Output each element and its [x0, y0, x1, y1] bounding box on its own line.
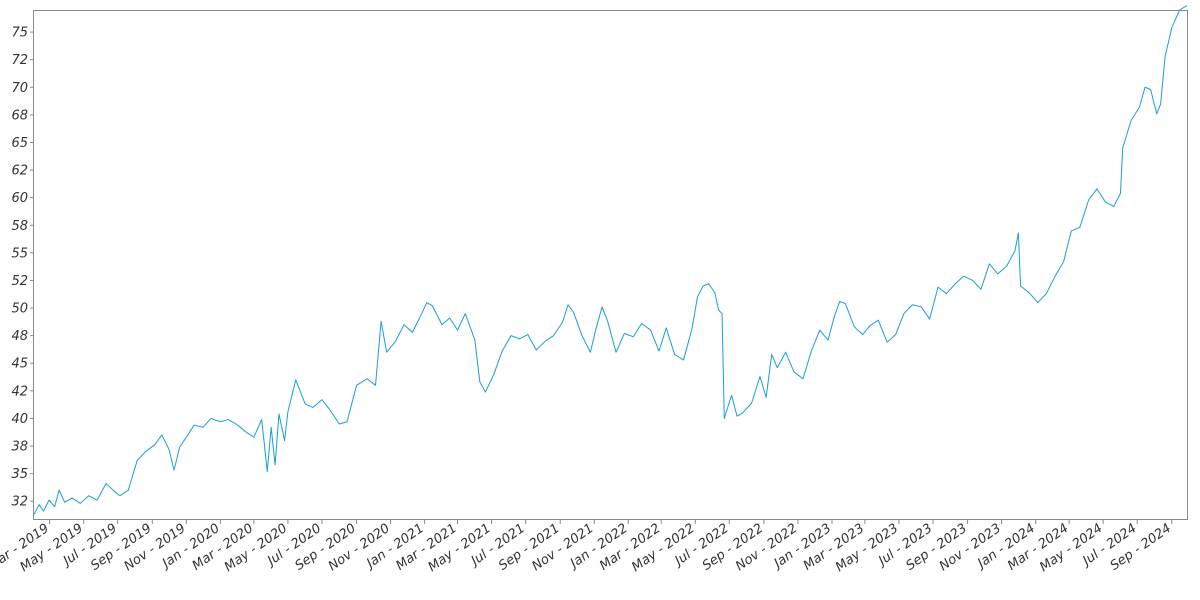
y-tick-label: 38: [11, 440, 28, 455]
y-tick-label: 62: [11, 164, 28, 179]
plot-frame: [33, 10, 1188, 520]
y-axis: 32 35 38 40 42 45 48 50 52 55 58 60 62 65 68 70 72 75: [11, 26, 34, 510]
y-tick-label: 60: [11, 191, 28, 206]
y-tick-label: 68: [11, 108, 28, 123]
y-tick-label: 72: [11, 53, 28, 68]
y-tick-label: 65: [11, 136, 28, 151]
y-tick-label: 32: [11, 495, 28, 510]
y-tick-label: 55: [11, 246, 28, 261]
y-tick-label: 40: [11, 412, 28, 427]
series-group: [33, 5, 1188, 515]
y-tick-label: 52: [11, 274, 28, 289]
y-tick-label: 75: [11, 26, 28, 41]
series-line-0: [33, 5, 1188, 515]
y-tick-label: 42: [11, 384, 28, 399]
y-tick-label: 45: [11, 357, 28, 372]
y-tick-label: 35: [11, 467, 28, 482]
y-tick-label: 50: [11, 302, 28, 317]
y-tick-label: 70: [11, 81, 28, 96]
y-tick-label: 48: [11, 329, 28, 344]
y-tick-label: 58: [11, 219, 28, 234]
